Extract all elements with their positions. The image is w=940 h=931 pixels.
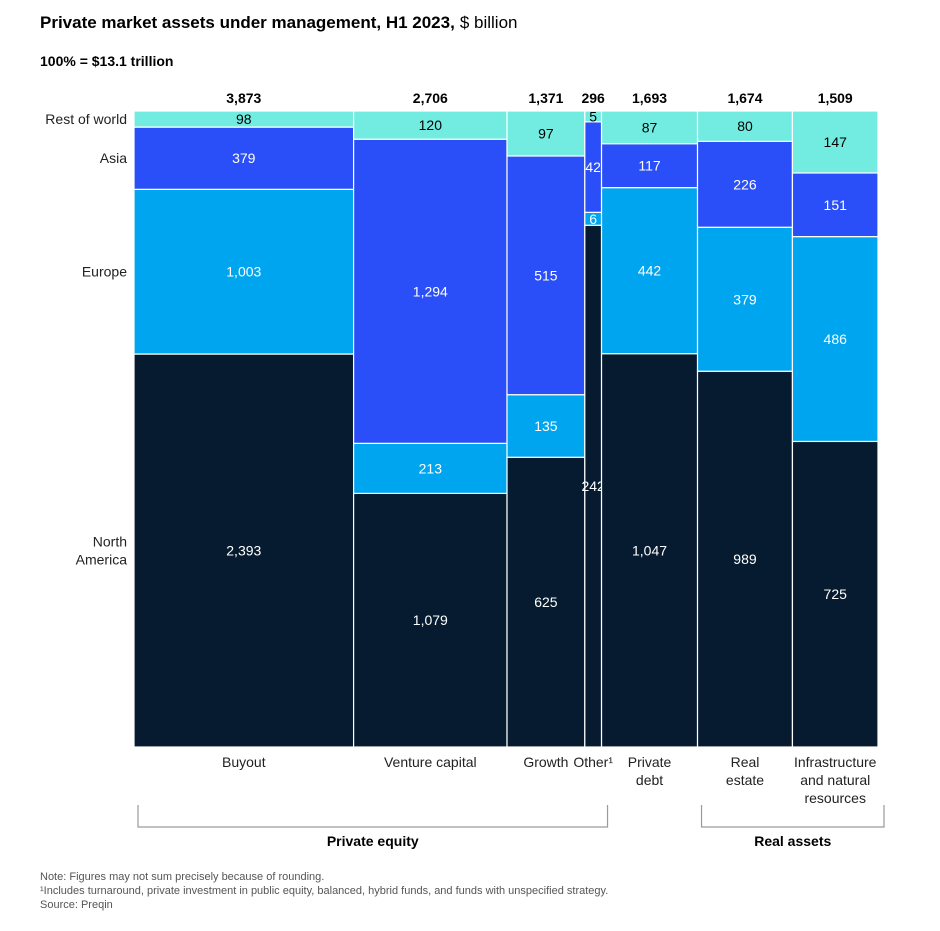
value-label-other-asia: 42 <box>585 159 601 175</box>
bar-infrastructure-and-natural-resources-north-america <box>791 440 879 748</box>
value-label-infrastructure-and-natural-resources-europe: 486 <box>824 331 848 347</box>
total-label-private-debt: 1,693 <box>632 90 667 106</box>
value-label-private-debt-north-america: 1,047 <box>632 542 667 558</box>
value-label-buyout-europe: 1,003 <box>226 264 261 280</box>
value-label-private-debt-asia: 117 <box>638 158 661 174</box>
value-label-growth-europe: 135 <box>534 418 558 434</box>
value-label-other-rest-of-world: 5 <box>589 108 597 124</box>
bar-infrastructure-and-natural-resources-europe <box>791 235 879 443</box>
region-label-europe: Europe <box>82 264 127 280</box>
group-brackets: Private equity Real assets <box>137 805 885 849</box>
region-labels: North America Europe Asia Rest of world <box>45 111 127 567</box>
value-label-other-europe: 6 <box>589 211 597 227</box>
value-label-venture-capital-asia: 1,294 <box>413 283 448 299</box>
bar-infrastructure-and-natural-resources-rest-of-world <box>791 110 879 174</box>
region-label-north-america-line2: America <box>76 552 128 568</box>
total-label-infrastructure-and-natural-resources: 1,509 <box>818 90 853 106</box>
category-labels: Buyout Venture capital Growth Other¹ Private… <box>222 754 877 806</box>
value-label-buyout-north-america: 2,393 <box>226 543 261 559</box>
bar-private-debt-asia <box>600 143 699 189</box>
note-rounding: Note: Figures may not sum precisely beca… <box>40 871 324 883</box>
value-label-private-debt-europe: 442 <box>638 263 662 279</box>
value-label-infrastructure-and-natural-resources-north-america: 725 <box>824 586 848 602</box>
value-label-other-north-america: 242 <box>581 478 605 494</box>
chart-subtitle: 100% = $13.1 trillion <box>40 53 173 69</box>
bar-private-debt-north-america <box>600 353 699 748</box>
total-label-real-estate: 1,674 <box>727 90 762 106</box>
value-label-growth-asia: 515 <box>534 267 558 283</box>
value-label-real-estate-europe: 379 <box>733 291 757 307</box>
total-label-growth: 1,371 <box>528 90 563 106</box>
value-label-growth-rest-of-world: 97 <box>538 125 554 141</box>
chart-title-unit: $ billion <box>460 13 518 32</box>
chart-title: Private market assets under management, … <box>40 13 517 32</box>
total-label-other: 296 <box>581 90 605 106</box>
category-label-private-debt: Private <box>628 754 672 770</box>
bar-real-estate-north-america <box>696 370 794 748</box>
region-label-rest-of-world: Rest of world <box>45 111 127 127</box>
bar-private-debt-rest-of-world <box>600 110 699 145</box>
value-label-real-estate-rest-of-world: 80 <box>737 118 753 134</box>
group-label-private-equity: Private equity <box>327 833 419 849</box>
bracket-private-equity <box>137 805 609 828</box>
category-label-venture-capital: Venture capital <box>384 754 477 770</box>
value-label-infrastructure-and-natural-resources-asia: 151 <box>824 197 848 213</box>
category-label-real-estate-line2: estate <box>726 772 764 788</box>
bar-growth-asia <box>506 155 586 396</box>
column-totals: 3,873 2,706 1,371 296 1,693 1,674 1,509 <box>226 90 853 106</box>
value-label-real-estate-asia: 226 <box>733 176 757 192</box>
category-label-private-debt-line2: debt <box>636 772 663 788</box>
bar-real-estate-asia <box>696 140 794 228</box>
category-label-infrastructure-and-natural-resources: Infrastructure <box>794 754 877 770</box>
category-label-infrastructure-and-natural-resources-line3: resources <box>804 790 865 806</box>
value-label-buyout-rest-of-world: 98 <box>236 111 252 127</box>
value-label-venture-capital-north-america: 1,079 <box>413 612 448 628</box>
bar-infrastructure-and-natural-resources-asia <box>791 172 879 238</box>
category-label-growth: Growth <box>523 754 568 770</box>
value-label-infrastructure-and-natural-resources-rest-of-world: 147 <box>824 134 848 150</box>
bar-venture-capital-north-america <box>352 492 508 748</box>
bar-growth-north-america <box>506 456 586 748</box>
total-label-buyout: 3,873 <box>226 90 261 106</box>
bar-buyout-europe <box>133 188 355 355</box>
value-label-venture-capital-europe: 213 <box>419 460 443 476</box>
category-label-infrastructure-and-natural-resources-line2: and natural <box>800 772 870 788</box>
bar-venture-capital-europe <box>352 442 508 494</box>
bars-group: 2,3931,003379981,0792131,294120625135515… <box>133 108 879 748</box>
bar-growth-europe <box>506 394 586 458</box>
category-label-buyout: Buyout <box>222 754 266 770</box>
chart-title-main: Private market assets under management, … <box>40 13 455 32</box>
bar-growth-rest-of-world <box>506 110 586 157</box>
value-label-venture-capital-rest-of-world: 120 <box>419 117 443 133</box>
note-source: Source: Preqin <box>40 899 113 911</box>
region-label-asia: Asia <box>100 150 127 166</box>
bracket-real-assets <box>700 805 885 828</box>
value-label-growth-north-america: 625 <box>534 594 558 610</box>
note-other-footnote: ¹Includes turnaround, private investment… <box>40 885 608 897</box>
bar-real-estate-rest-of-world <box>696 110 794 142</box>
value-label-buyout-asia: 379 <box>232 150 256 166</box>
category-label-real-estate: Real <box>731 754 760 770</box>
bar-venture-capital-asia <box>352 138 508 444</box>
total-label-venture-capital: 2,706 <box>413 90 448 106</box>
value-label-private-debt-rest-of-world: 87 <box>642 119 658 135</box>
bar-real-estate-europe <box>696 226 794 372</box>
value-label-real-estate-north-america: 989 <box>733 551 757 567</box>
region-label-north-america: North <box>93 534 127 550</box>
category-label-other: Other¹ <box>573 754 613 770</box>
bar-buyout-north-america <box>133 353 355 748</box>
group-label-real-assets: Real assets <box>754 833 831 849</box>
